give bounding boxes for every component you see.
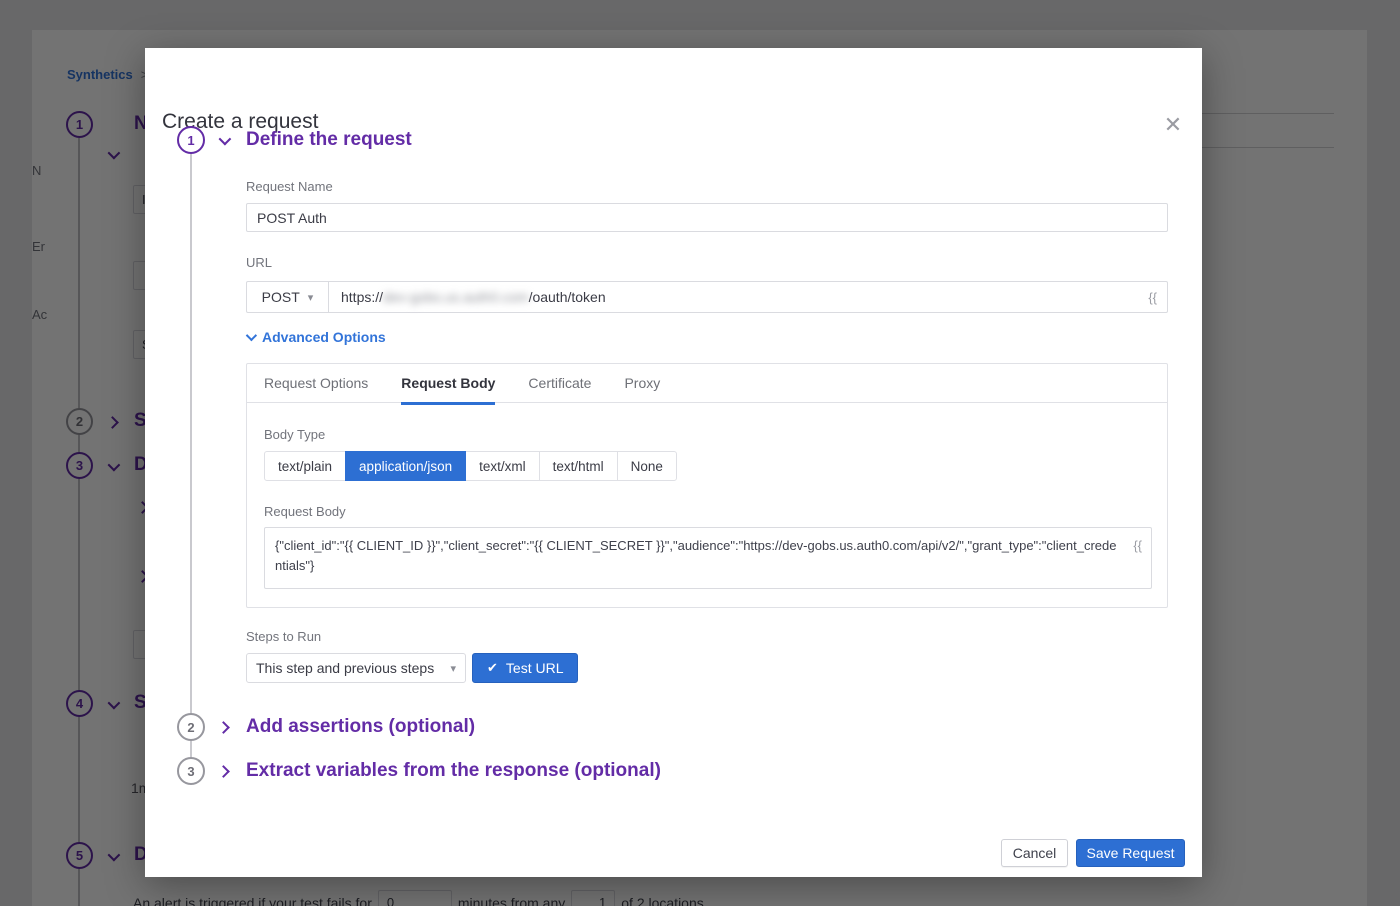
url-row: POST ▾ https://dev-gobs.us.auth0.com/oau…: [246, 281, 1168, 313]
modal-title: Create a request: [162, 110, 319, 133]
advanced-options-panel: Request Options Request Body Certificate…: [246, 363, 1168, 608]
advanced-options-toggle[interactable]: Advanced Options: [245, 329, 386, 345]
template-variable-hint[interactable]: {{: [1133, 538, 1142, 553]
test-url-button[interactable]: ✔ Test URL: [472, 653, 579, 683]
cancel-button[interactable]: Cancel: [1001, 839, 1068, 867]
body-type-application-json[interactable]: application/json: [345, 451, 467, 481]
step-2-heading[interactable]: Add assertions (optional): [246, 716, 476, 737]
chevron-right-icon[interactable]: [217, 721, 230, 734]
step-1-badge: 1: [177, 126, 205, 154]
request-body-label: Request Body: [264, 504, 346, 519]
request-body-editor[interactable]: {"client_id":"{{ CLIENT_ID }}","client_s…: [264, 527, 1152, 589]
modal-footer: Cancel Save Request: [1001, 839, 1185, 867]
tab-bar: Request Options Request Body Certificate…: [247, 364, 1167, 405]
tab-request-body[interactable]: Request Body: [401, 364, 496, 405]
request-body-panel: Body Type text/plain application/json te…: [247, 403, 1167, 589]
step-2-badge: 2: [177, 713, 205, 741]
tab-proxy[interactable]: Proxy: [624, 375, 661, 391]
advanced-options-label: Advanced Options: [262, 329, 386, 345]
url-suffix: /oauth/token: [528, 289, 606, 305]
tab-certificate[interactable]: Certificate: [528, 375, 592, 391]
body-type-text-plain[interactable]: text/plain: [264, 451, 347, 481]
tab-request-options[interactable]: Request Options: [264, 375, 369, 391]
test-url-label: Test URL: [505, 660, 564, 676]
url-prefix: https://: [341, 289, 384, 305]
close-icon[interactable]: ✕: [1163, 112, 1183, 137]
step-3-heading[interactable]: Extract variables from the response (opt…: [246, 760, 661, 781]
url-redacted-host: dev-gobs.us.auth0.com: [383, 289, 529, 305]
body-type-text-html[interactable]: text/html: [538, 451, 618, 481]
save-request-button[interactable]: Save Request: [1076, 839, 1185, 867]
modal-step-rail: [190, 152, 192, 762]
body-type-none[interactable]: None: [616, 451, 677, 481]
create-request-modal: Create a request ✕ 1 Define the request …: [145, 48, 1202, 877]
request-body-value: {"client_id":"{{ CLIENT_ID }}","client_s…: [275, 538, 1117, 573]
url-input[interactable]: https://dev-gobs.us.auth0.com/oauth/toke…: [329, 282, 1167, 312]
chevron-down-icon[interactable]: [218, 132, 232, 146]
body-type-segmented-control: text/plain application/json text/xml tex…: [264, 451, 1150, 481]
http-method-value: POST: [261, 289, 300, 305]
step-1-heading[interactable]: Define the request: [246, 129, 412, 150]
request-name-input[interactable]: [246, 203, 1168, 232]
http-method-select[interactable]: POST ▾: [247, 282, 329, 312]
check-icon: ✔: [487, 660, 498, 675]
body-type-text-xml[interactable]: text/xml: [465, 451, 540, 481]
url-label: URL: [246, 255, 273, 270]
chevron-right-icon[interactable]: [217, 765, 230, 778]
steps-to-run-select[interactable]: This step and previous steps ▾: [246, 653, 466, 683]
chevron-down-icon: ▾: [450, 662, 456, 675]
steps-to-run-value: This step and previous steps: [256, 660, 435, 676]
steps-to-run-label: Steps to Run: [246, 629, 322, 644]
template-variable-hint[interactable]: {{: [1148, 289, 1157, 305]
chevron-down-icon: ▾: [307, 291, 314, 304]
body-type-label: Body Type: [264, 427, 326, 442]
steps-to-run-row: This step and previous steps ▾ ✔ Test UR…: [246, 653, 579, 683]
chevron-down-icon: [245, 329, 258, 342]
request-name-label: Request Name: [246, 179, 333, 194]
step-3-badge: 3: [177, 757, 205, 785]
